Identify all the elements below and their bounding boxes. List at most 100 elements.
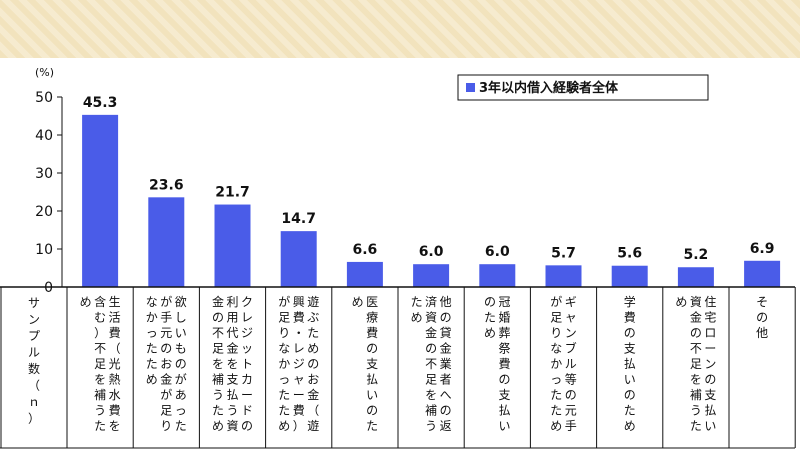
category-glyph: 元 — [565, 404, 577, 418]
category-glyph: 療 — [366, 311, 378, 325]
category-glyph: め — [278, 419, 290, 433]
category-glyph: か — [146, 311, 158, 325]
category-glyph: の — [756, 311, 768, 325]
category-glyph: っ — [278, 373, 290, 387]
category-glyph: を — [226, 357, 238, 371]
category-glyph: た — [278, 404, 290, 418]
category-glyph: 費 — [366, 325, 378, 340]
bar-value-label: 5.7 — [551, 245, 576, 261]
category-label: 冠婚葬祭費の支払いのため冠婚葬祭費の支払いのため — [484, 295, 511, 433]
category-glyph: 補 — [425, 404, 437, 418]
bar-value-label: 6.0 — [419, 244, 444, 260]
category-glyph: ） — [293, 419, 305, 433]
category-glyph: お — [307, 373, 319, 387]
category-glyph: い — [624, 373, 636, 387]
y-tick-label: 40 — [35, 128, 53, 144]
category-glyph: 足 — [160, 404, 172, 418]
category-glyph: レ — [293, 342, 305, 356]
bar — [214, 204, 251, 287]
category-glyph: う — [212, 388, 224, 402]
category-glyph: う — [94, 404, 106, 418]
category-glyph: 等 — [565, 373, 577, 387]
category-glyph: 熱 — [109, 373, 121, 387]
row-header-glyph: ル — [28, 346, 40, 360]
category-glyph: の — [241, 419, 253, 433]
y-tick-label: 20 — [35, 204, 53, 220]
category-glyph: 払 — [704, 404, 716, 418]
category-glyph: 資 — [690, 295, 702, 309]
category-glyph: め — [212, 419, 224, 433]
bar-value-label: 5.6 — [617, 246, 642, 262]
category-glyph: い — [704, 419, 716, 433]
category-table: サンプル数（ｎ）サンプル数（ｎ）生活費（光熱水費を含む）不足を補うため生活費（光… — [0, 286, 796, 449]
category-glyph: 不 — [94, 342, 106, 356]
category-glyph: た — [212, 404, 224, 418]
category-glyph: 足 — [550, 311, 562, 325]
category-glyph: 他 — [440, 295, 452, 309]
category-glyph: う — [425, 419, 437, 433]
category-glyph: の — [212, 311, 224, 325]
category-label: 住宅ローンの支払い資金の不足を補うため住宅ローンの支払い資金の不足を補うため — [675, 295, 716, 433]
category-glyph: 遊 — [307, 294, 319, 309]
category-glyph: た — [94, 419, 106, 433]
category-glyph: 水 — [109, 388, 121, 402]
category-glyph: 医 — [366, 295, 378, 309]
category-glyph: そ — [756, 295, 768, 309]
category-glyph: の — [624, 326, 636, 340]
category-glyph: が — [160, 387, 172, 402]
bar — [545, 265, 582, 287]
category-glyph: 費 — [624, 310, 636, 325]
category-glyph: 支 — [366, 357, 378, 371]
y-tick-label: 30 — [35, 166, 53, 182]
category-glyph: ギ — [565, 295, 577, 309]
category-glyph: 貸 — [440, 325, 452, 340]
category-glyph: か — [278, 357, 290, 371]
category-glyph: の — [440, 311, 452, 325]
category-glyph: っ — [146, 326, 158, 340]
category-glyph: 冠 — [499, 295, 511, 309]
bar-value-label: 6.9 — [750, 241, 775, 257]
category-label: ギャンブル等の元手が足りなかったためギャンブル等の元手が足りなかったため — [550, 294, 577, 433]
category-glyph: 支 — [499, 388, 511, 402]
bar-value-label: 45.3 — [83, 95, 118, 111]
category-glyph: 足 — [212, 342, 224, 356]
category-glyph: 払 — [499, 404, 511, 418]
category-glyph: 遊 — [307, 418, 319, 433]
y-axis: 0 10 20 30 40 50 — [35, 90, 63, 296]
category-glyph: た — [307, 326, 319, 340]
row-header-glyph: ） — [28, 412, 40, 426]
bar — [280, 231, 317, 287]
category-glyph: ー — [293, 388, 305, 402]
category-glyph: た — [411, 295, 423, 309]
legend-swatch — [466, 83, 475, 92]
category-glyph: ぶ — [307, 311, 319, 325]
category-glyph: し — [175, 311, 187, 325]
category-glyph: 婚 — [499, 311, 511, 325]
category-glyph: 支 — [624, 342, 636, 356]
category-glyph: ャ — [293, 373, 305, 387]
category-glyph: レ — [241, 311, 253, 325]
category-glyph: 費 — [499, 356, 511, 371]
category-glyph: 光 — [109, 357, 121, 371]
category-glyph: が — [160, 294, 172, 309]
category-glyph: 支 — [704, 388, 716, 402]
category-glyph: 祭 — [499, 342, 511, 356]
category-glyph: ト — [241, 357, 253, 371]
category-glyph: の — [499, 373, 511, 387]
category-glyph: 払 — [624, 357, 636, 371]
category-glyph: へ — [440, 388, 452, 402]
category-glyph: 葬 — [499, 326, 511, 340]
category-glyph: い — [366, 388, 378, 402]
category-glyph: 払 — [366, 373, 378, 387]
category-glyph: ャ — [565, 311, 577, 325]
category-glyph: ジ — [293, 357, 305, 371]
category-glyph: い — [175, 326, 187, 340]
category-glyph: ン — [565, 326, 577, 340]
unit-label: (%) — [35, 66, 54, 79]
category-glyph: 不 — [212, 326, 224, 340]
category-glyph: お — [160, 357, 172, 371]
category-glyph: た — [550, 388, 562, 402]
row-header-glyph: プ — [28, 329, 40, 343]
category-glyph: た — [175, 419, 187, 433]
